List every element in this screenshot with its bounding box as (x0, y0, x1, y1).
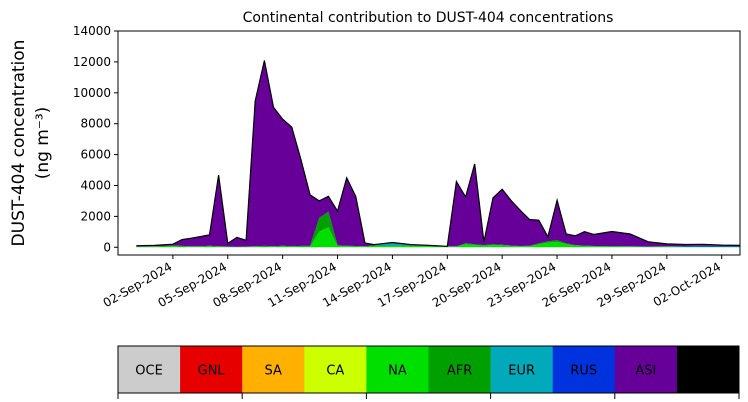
y-axis-label-line1: DUST-404 concentration (9, 40, 29, 247)
total-outline (136, 60, 741, 247)
y-axis-label-line2: (ng m⁻³) (33, 107, 53, 180)
legend-item-oce: OCE (118, 346, 181, 393)
legend-label: RUS (570, 364, 597, 379)
legend-label: GNL (198, 364, 226, 379)
legend-item-sa: SA (242, 346, 305, 393)
legend-swatch (366, 346, 429, 393)
legend-swatch (242, 346, 305, 393)
legend-label: AUS (695, 364, 722, 379)
y-tick-label: 4000 (80, 178, 111, 192)
legend-item-na: NA (366, 346, 429, 393)
legend-label: EUR (508, 364, 535, 379)
legend-item-gnl: GNL (180, 346, 243, 393)
chart-title: Continental contribution to DUST-404 con… (243, 10, 614, 26)
y-tick-label: 0 (103, 240, 111, 254)
legend-swatch (552, 346, 616, 393)
area-asi (136, 60, 741, 247)
y-axis-label: DUST-404 concentration (9, 40, 29, 247)
legend-label: ASI (635, 364, 656, 379)
y-tick-label: 8000 (80, 117, 111, 131)
y-tick-label: 2000 (80, 209, 111, 223)
legend-item-asi: ASI (614, 346, 678, 393)
legend-swatch (428, 346, 492, 393)
y-tick-label: 12000 (73, 55, 111, 69)
legend-label: AFR (447, 364, 472, 379)
y-tick-label: 6000 (80, 148, 111, 162)
y-tick-label: 14000 (73, 24, 111, 38)
legend-item-afr: AFR (428, 346, 492, 393)
legend-swatch (180, 346, 243, 393)
legend-swatch (614, 346, 678, 393)
plot-frame (117, 30, 741, 256)
y-tick-label: 10000 (73, 86, 111, 100)
legend-label: NA (388, 364, 407, 379)
legend-item-ca: CA (304, 346, 367, 393)
legend-label: CA (326, 364, 344, 379)
y-axis-unit-label: (ng m⁻³) (33, 107, 53, 180)
legend-swatch (304, 346, 367, 393)
legend-swatch (676, 346, 740, 393)
legend: OCE GNL SA CA NA AFR EUR RUS ASI AUS (117, 345, 740, 399)
x-axis: 02-Sep-202405-Sep-202408-Sep-202411-Sep-… (101, 255, 723, 310)
legend-item-eur: EUR (490, 346, 554, 393)
legend-frame (117, 345, 740, 394)
legend-swatch (118, 346, 181, 393)
legend-label: SA (265, 364, 282, 379)
y-axis: 0 2000 4000 6000 8000 10000 12000 14000 (73, 24, 118, 254)
legend-swatch (490, 346, 554, 393)
legend-item-aus: AUS (676, 346, 740, 393)
plot-area (136, 60, 741, 248)
legend-item-rus: RUS (552, 346, 616, 393)
legend-label: OCE (135, 364, 163, 379)
